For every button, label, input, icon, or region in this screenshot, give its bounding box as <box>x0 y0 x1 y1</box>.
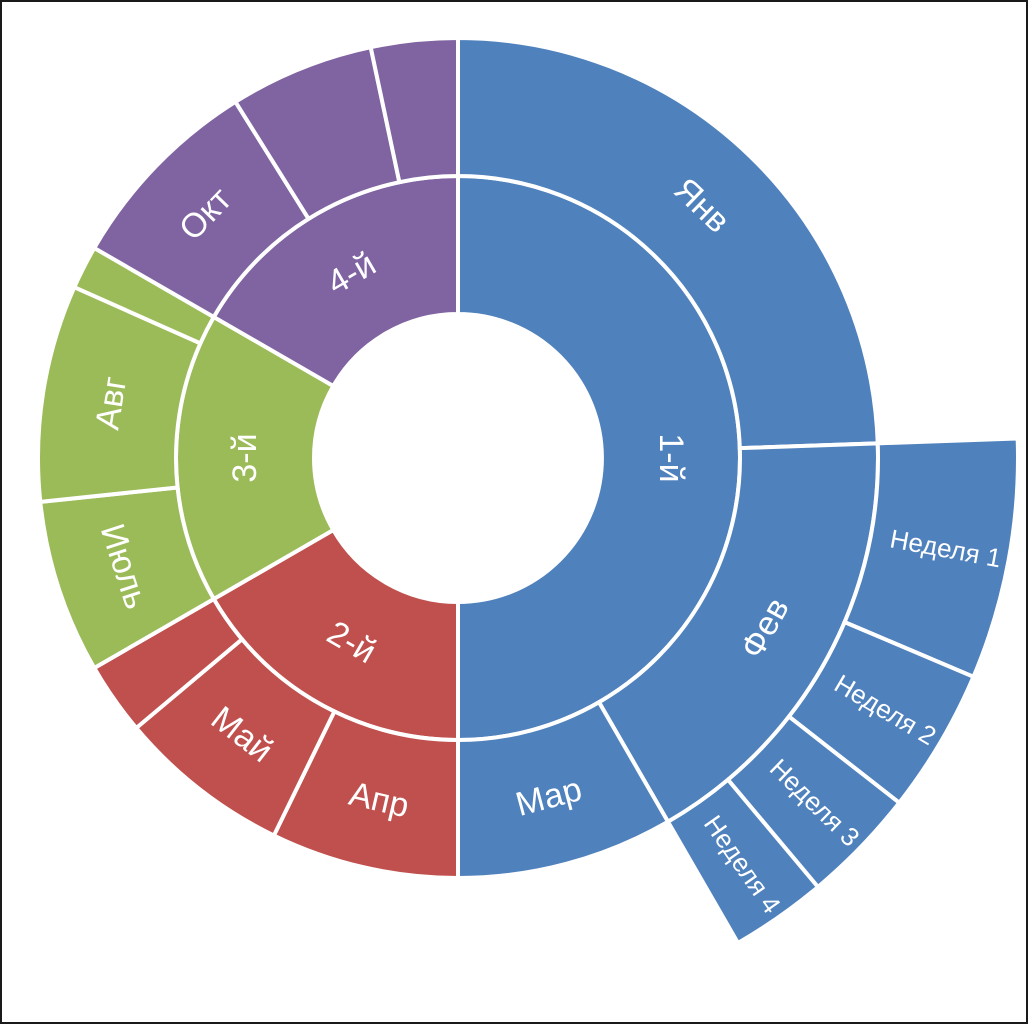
month-label: Авг <box>88 374 134 432</box>
month-segment[interactable] <box>368 35 460 185</box>
quarter-label: 1-й <box>652 433 690 482</box>
quarter-label: 3-й <box>226 433 264 482</box>
month-segment[interactable] <box>456 35 880 451</box>
sunburst-chart: 1-й2-й3-й4-йЯнвФевМарАпрМайИюльАвгОктНед… <box>36 35 1021 946</box>
center-hole <box>314 314 602 602</box>
week-segment[interactable] <box>665 776 821 946</box>
